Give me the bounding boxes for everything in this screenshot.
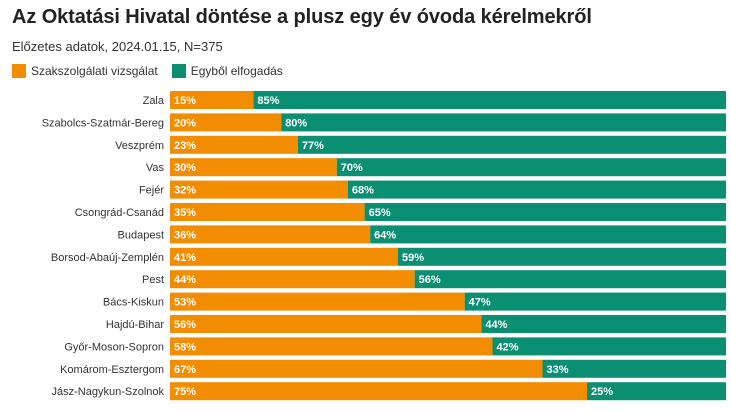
value-label-egybol-elfogadas-pest: 56% (419, 274, 441, 286)
value-label-egybol-elfogadas-csongrad-csanad: 65% (369, 207, 391, 219)
value-label-szakszolgalati-vizsgalat-szabolcs-szatmar-bereg: 20% (174, 117, 196, 129)
category-label-szabolcs-szatmar-bereg: Szabolcs-Szatmár-Bereg (42, 117, 164, 129)
category-label-komarom-esztergom: Komárom-Esztergom (60, 364, 164, 376)
chart-title: Az Oktatási Hivatal döntése a plusz egy … (12, 6, 592, 28)
bar-szakszolgalati-vizsgalat-csongrad-csanad (170, 203, 365, 221)
value-label-szakszolgalati-vizsgalat-hajdu-bihar: 56% (174, 319, 196, 331)
bar-egybol-elfogadas-gyor-moson-sopron (492, 337, 726, 356)
category-label-jasz-nagykun-szolnok: Jász-Nagykun-Szolnok (52, 386, 165, 398)
value-label-szakszolgalati-vizsgalat-bacs-kiskun: 53% (174, 297, 196, 309)
bar-egybol-elfogadas-bacs-kiskun (464, 292, 726, 311)
legend: Szakszolgálati vizsgálat Egyből elfogadá… (12, 64, 297, 78)
value-label-szakszolgalati-vizsgalat-fejer: 32% (174, 185, 196, 197)
value-label-egybol-elfogadas-szabolcs-szatmar-bereg: 80% (285, 117, 307, 129)
value-label-egybol-elfogadas-gyor-moson-sopron: 42% (496, 341, 518, 353)
legend-swatch-szakszolgalati (12, 64, 26, 78)
value-label-szakszolgalati-vizsgalat-jasz-nagykun-szolnok: 75% (174, 386, 196, 398)
bar-egybol-elfogadas-pest (414, 270, 726, 289)
bar-szakszolgalati-vizsgalat-gyor-moson-sopron (170, 337, 493, 356)
value-label-szakszolgalati-vizsgalat-csongrad-csanad: 35% (174, 207, 196, 219)
value-label-szakszolgalati-vizsgalat-veszprem: 23% (174, 140, 196, 152)
legend-label-egybol: Egyből elfogadás (190, 64, 283, 78)
category-label-hajdu-bihar: Hajdú-Bihar (106, 319, 164, 331)
bar-egybol-elfogadas-szabolcs-szatmar-bereg (281, 113, 726, 132)
category-label-bacs-kiskun: Bács-Kiskun (103, 297, 164, 309)
value-label-egybol-elfogadas-hajdu-bihar: 44% (485, 319, 507, 331)
bar-szakszolgalati-vizsgalat-budapest (170, 225, 371, 244)
value-label-egybol-elfogadas-komarom-esztergom: 33% (547, 364, 569, 376)
value-label-szakszolgalati-vizsgalat-borsod-abauj-zemplen: 41% (174, 252, 196, 264)
value-label-egybol-elfogadas-zala: 85% (257, 95, 279, 107)
bar-szakszolgalati-vizsgalat-jasz-nagykun-szolnok (170, 382, 587, 401)
value-label-szakszolgalati-vizsgalat-gyor-moson-sopron: 58% (174, 341, 196, 353)
category-label-borsod-abauj-zemplen: Borsod-Abaúj-Zemplén (51, 252, 164, 264)
category-label-pest: Pest (142, 274, 164, 286)
value-label-szakszolgalati-vizsgalat-budapest: 36% (174, 229, 196, 241)
bar-egybol-elfogadas-zala (253, 91, 726, 109)
value-label-egybol-elfogadas-bacs-kiskun: 47% (469, 297, 491, 309)
bar-szakszolgalati-vizsgalat-borsod-abauj-zemplen (170, 247, 398, 266)
category-label-vas: Vas (146, 162, 165, 174)
value-label-szakszolgalati-vizsgalat-komarom-esztergom: 67% (174, 364, 196, 376)
chart-subtitle: Előzetes adatok, 2024.01.15, N=375 (12, 39, 223, 54)
value-label-szakszolgalati-vizsgalat-pest: 44% (174, 274, 196, 286)
category-label-csongrad-csanad: Csongrád-Csanád (75, 207, 164, 219)
bar-szakszolgalati-vizsgalat-hajdu-bihar (170, 315, 482, 333)
bar-egybol-elfogadas-fejer (347, 180, 726, 199)
category-label-gyor-moson-sopron: Győr-Moson-Sopron (64, 341, 164, 353)
value-label-egybol-elfogadas-vas: 70% (341, 162, 363, 174)
bar-szakszolgalati-vizsgalat-vas (170, 158, 337, 177)
bar-egybol-elfogadas-veszprem (297, 135, 726, 154)
legend-swatch-egybol (171, 64, 186, 78)
legend-item-szakszolgalati: Szakszolgálati vizsgálat (12, 64, 158, 78)
value-label-egybol-elfogadas-fejer: 68% (352, 185, 374, 197)
category-label-fejer: Fejér (139, 185, 164, 197)
value-label-egybol-elfogadas-jasz-nagykun-szolnok: 25% (591, 386, 613, 398)
value-label-szakszolgalati-vizsgalat-vas: 30% (174, 162, 196, 174)
bar-szakszolgalati-vizsgalat-pest (170, 270, 415, 289)
bar-egybol-elfogadas-csongrad-csanad (364, 203, 726, 221)
value-label-egybol-elfogadas-budapest: 64% (374, 229, 396, 241)
value-label-egybol-elfogadas-veszprem: 77% (302, 140, 324, 152)
bar-szakszolgalati-vizsgalat-veszprem (170, 135, 298, 154)
bar-szakszolgalati-vizsgalat-zala (170, 91, 254, 109)
bar-egybol-elfogadas-budapest (370, 225, 726, 244)
bar-egybol-elfogadas-hajdu-bihar (481, 315, 726, 333)
bar-egybol-elfogadas-borsod-abauj-zemplen (397, 247, 726, 266)
category-label-veszprem: Veszprém (115, 140, 164, 152)
category-label-zala: Zala (143, 95, 165, 107)
value-label-szakszolgalati-vizsgalat-zala: 15% (174, 95, 196, 107)
bar-egybol-elfogadas-vas (336, 158, 726, 177)
legend-item-egybol: Egyből elfogadás (171, 64, 283, 78)
bar-szakszolgalati-vizsgalat-komarom-esztergom (170, 359, 543, 378)
bar-szakszolgalati-vizsgalat-bacs-kiskun (170, 292, 465, 311)
bar-szakszolgalati-vizsgalat-szabolcs-szatmar-bereg (170, 113, 282, 132)
value-label-egybol-elfogadas-borsod-abauj-zemplen: 59% (402, 252, 424, 264)
bar-egybol-elfogadas-jasz-nagykun-szolnok (587, 382, 726, 401)
legend-label-szakszolgalati: Szakszolgálati vizsgálat (31, 64, 158, 78)
bar-szakszolgalati-vizsgalat-fejer (170, 180, 348, 199)
bar-egybol-elfogadas-komarom-esztergom (542, 359, 726, 378)
category-label-budapest: Budapest (118, 229, 164, 241)
